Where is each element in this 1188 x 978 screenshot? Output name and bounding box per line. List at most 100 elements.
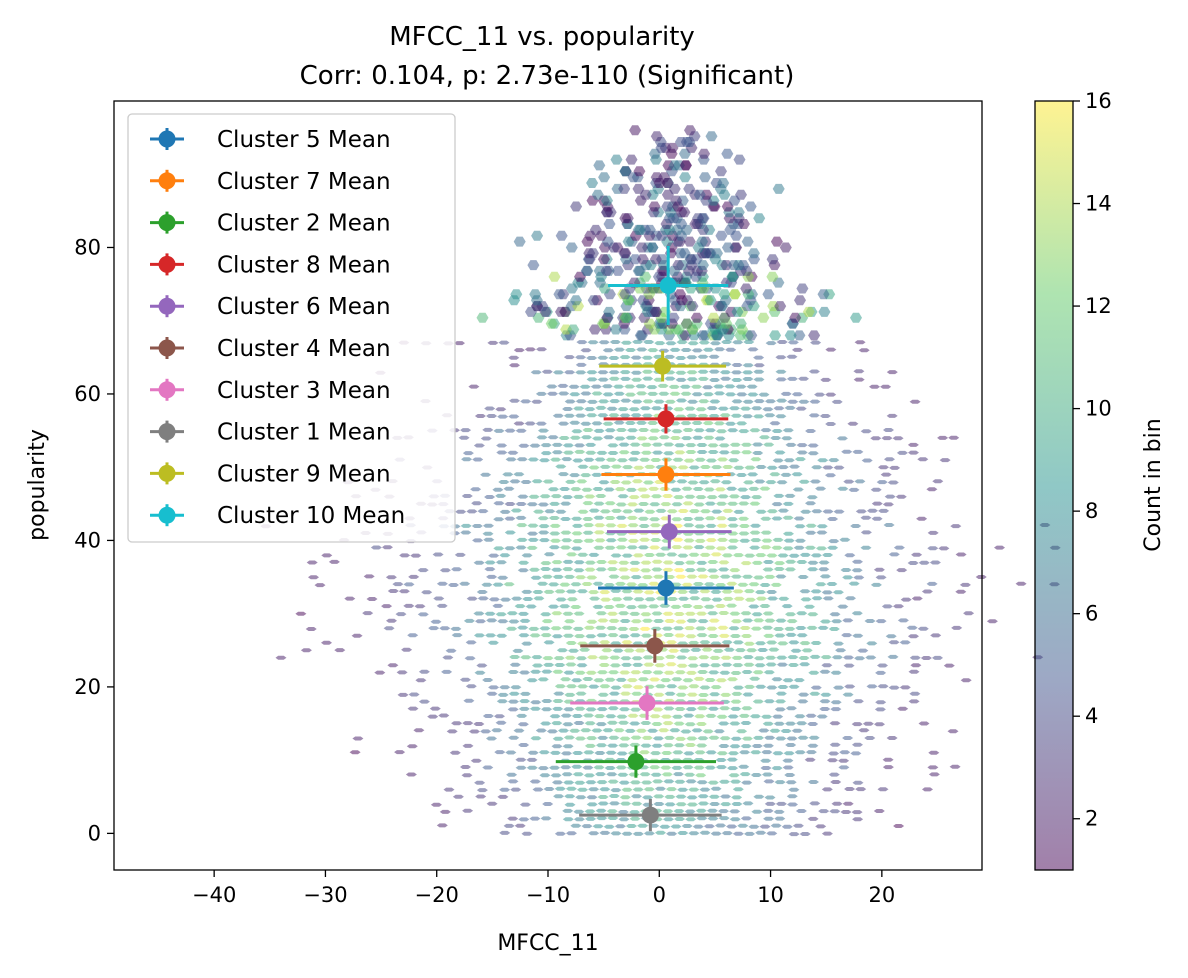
hexbin-cell — [762, 611, 774, 616]
hexbin-cell — [619, 619, 631, 623]
hexbin-cell — [808, 369, 820, 374]
hexbin-cell — [860, 429, 872, 434]
hexbin-cell — [591, 391, 603, 396]
hexbin-cell — [827, 517, 839, 521]
hexbin-cell — [619, 370, 631, 375]
hexbin-cell — [732, 340, 744, 345]
hexbin-cell — [599, 830, 611, 835]
hexbin-cell — [701, 647, 713, 652]
hexbin-cell — [660, 678, 672, 683]
hexbin-cell — [482, 678, 494, 682]
hexbin-cell — [522, 597, 534, 601]
hexbin-cell — [718, 744, 730, 748]
hexbin-cell — [570, 582, 582, 587]
hexbin-cell — [681, 604, 693, 608]
hexbin-cell — [774, 450, 786, 455]
hexbin-cell — [766, 271, 779, 282]
hexbin-cell — [576, 589, 588, 594]
hexbin-cell — [604, 516, 616, 520]
hexbin-cell — [387, 589, 399, 593]
hexbin-cell — [796, 443, 808, 448]
hexbin-cell — [742, 618, 754, 623]
hexbin-cell — [743, 589, 755, 594]
hexbin-cell — [770, 823, 782, 828]
hexbin-cell — [569, 392, 581, 397]
hexbin-cell — [609, 480, 621, 484]
hexbin-cell — [639, 457, 651, 462]
hexbin-cell — [785, 721, 796, 726]
hexbin-cell — [938, 546, 950, 551]
hexbin-cell — [552, 780, 563, 785]
hexbin-cell — [736, 392, 748, 397]
hexbin-cell — [473, 722, 485, 726]
hexbin-cell — [731, 802, 743, 806]
hexbin-cell — [753, 369, 765, 374]
hexbin-cell — [627, 502, 638, 507]
hexbin-cell — [617, 810, 629, 814]
hexbin-cell — [583, 523, 595, 528]
hexbin-cell — [509, 363, 520, 368]
hexbin-cell — [707, 780, 719, 785]
hexbin-cell — [717, 457, 728, 462]
hexbin-cell — [909, 691, 921, 696]
hexbin-cell — [730, 779, 742, 784]
hexbin-cell — [414, 604, 426, 609]
hexbin-cell — [608, 691, 620, 696]
hexbin-cell — [471, 501, 483, 506]
hexbin-cell — [899, 640, 911, 645]
hexbin-cell — [492, 582, 504, 587]
hexbin-cell — [562, 567, 574, 572]
hexbin-cell — [507, 816, 519, 821]
hexbin-cell — [675, 370, 687, 375]
hexbin-cell — [716, 501, 727, 506]
hexbin-cell — [776, 398, 788, 403]
hexbin-cell — [755, 684, 767, 689]
hexbin-cell — [513, 348, 525, 353]
hexbin-cell — [888, 685, 900, 690]
hexbin-cell — [908, 699, 920, 704]
hexbin-cell — [603, 583, 615, 587]
hexbin-cell — [611, 597, 623, 602]
hexbin-cell — [693, 545, 705, 550]
hexbin-cell — [841, 449, 853, 454]
hexbin-cell — [710, 341, 721, 346]
hexbin-cell — [897, 618, 909, 623]
hexbin-cell — [842, 801, 854, 806]
hexbin-cell — [581, 582, 593, 586]
hexbin-cell — [541, 574, 553, 579]
hexbin-cell — [619, 312, 632, 323]
x-tick-label: 10 — [757, 883, 784, 907]
hexbin-cell — [805, 713, 817, 718]
hexbin-cell — [517, 722, 529, 727]
hexbin-cell — [763, 816, 775, 821]
hexbin-cell — [510, 685, 522, 690]
chart-subtitle: Corr: 0.104, p: 2.73e-110 (Significant) — [300, 61, 795, 91]
colorbar-tick-label: 16 — [1085, 89, 1112, 113]
hexbin-cell — [604, 501, 616, 506]
hexbin-cell — [724, 384, 736, 389]
hexbin-cell — [624, 384, 636, 389]
hexbin-cell — [783, 538, 795, 543]
hexbin-cell — [755, 509, 767, 514]
mean-point — [627, 753, 645, 771]
hexbin-cell — [852, 817, 864, 822]
hexbin-cell — [540, 567, 552, 571]
hexbin-cell — [670, 824, 682, 829]
hexbin-cell — [817, 289, 830, 300]
hexbin-cell — [474, 633, 485, 638]
hexbin-cell — [663, 779, 675, 784]
hexbin-cell — [675, 574, 687, 579]
hexbin-cell — [760, 545, 772, 550]
hexbin-cell — [681, 318, 693, 329]
hexbin-cell — [853, 575, 865, 580]
hexbin-cell — [608, 670, 619, 675]
hexbin-cell — [718, 816, 730, 821]
hexbin-cell — [626, 545, 638, 550]
hexbin-cell — [721, 553, 733, 558]
hexbin-cell — [619, 248, 632, 259]
hexbin-cell — [610, 154, 623, 165]
x-tick-label: −40 — [192, 883, 236, 907]
hexbin-cell — [674, 289, 687, 300]
hexbin-cell — [742, 377, 754, 381]
hexbin-cell — [436, 823, 448, 828]
